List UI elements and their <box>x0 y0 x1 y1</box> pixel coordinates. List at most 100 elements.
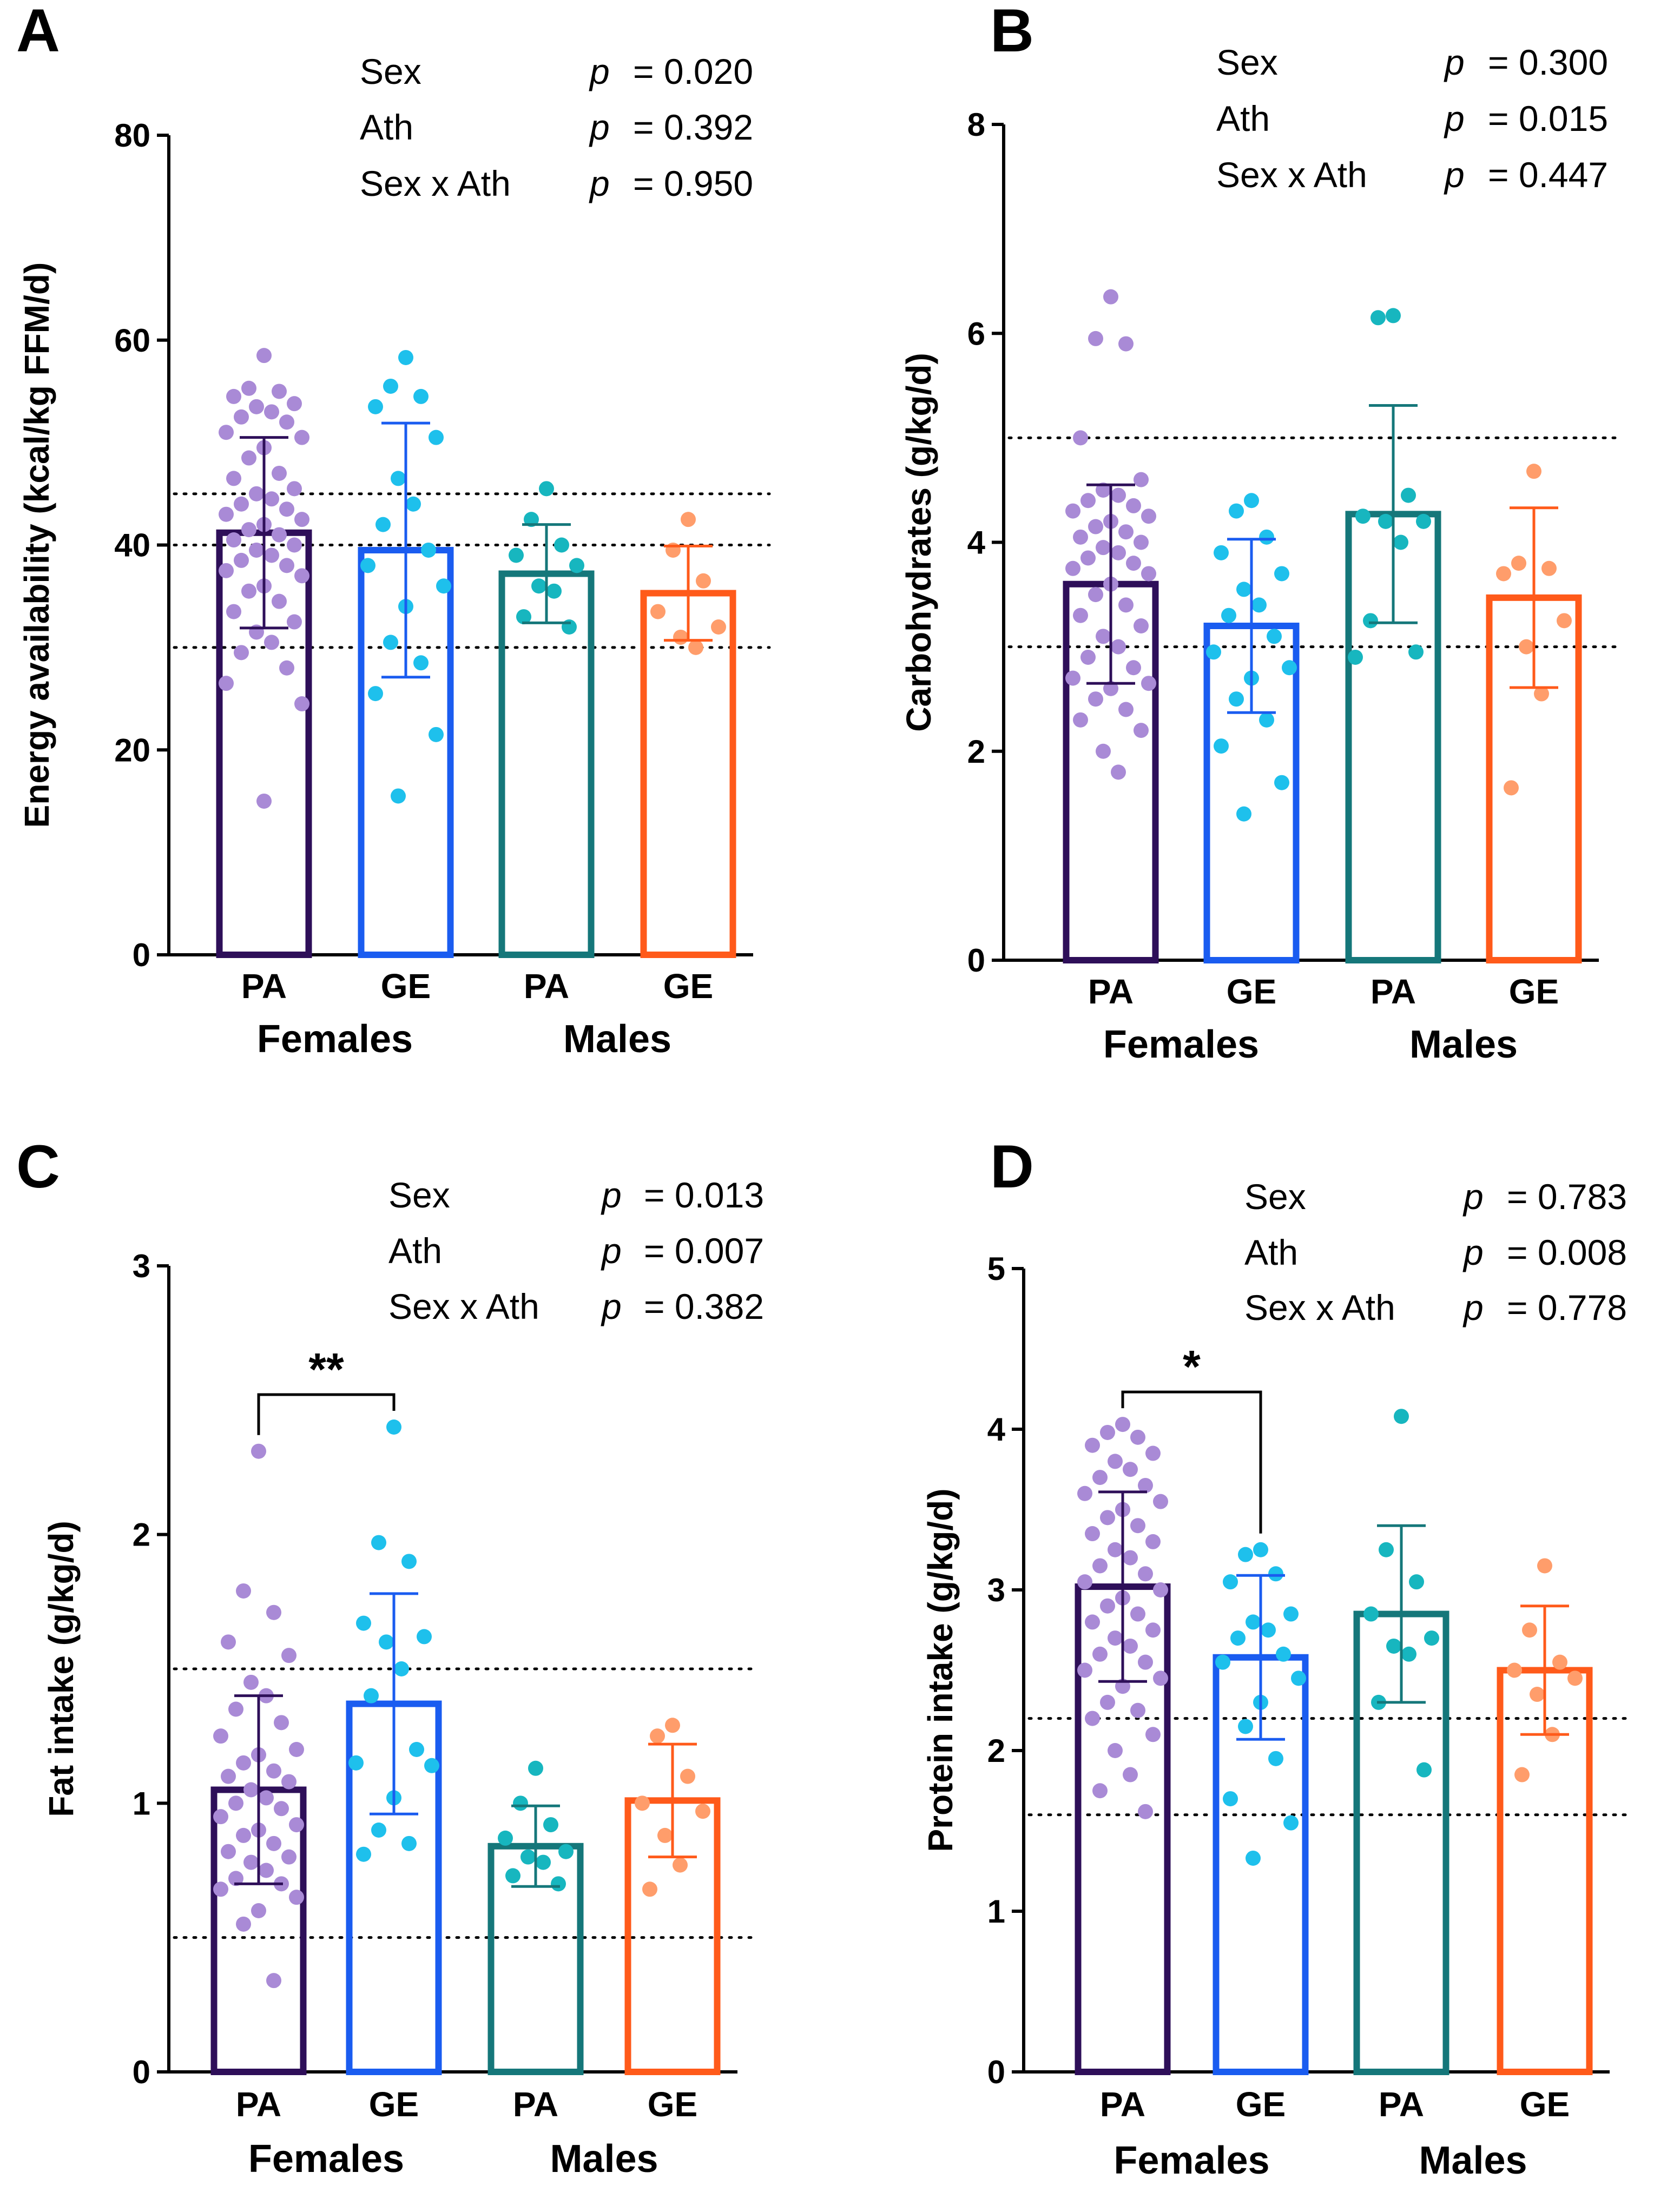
data-point <box>383 635 398 650</box>
data-point <box>1496 566 1511 582</box>
data-point <box>1100 1598 1115 1614</box>
data-point <box>274 1801 289 1817</box>
data-point <box>279 558 294 573</box>
group-label-males: Males <box>550 2137 658 2181</box>
panel-b: B Sex p = 0.300 Ath p = 0.015 Sex x Ath p = 0.447… <box>899 0 1617 1066</box>
panel-letter: D <box>990 1133 1034 1200</box>
data-point <box>234 645 249 661</box>
data-point <box>219 425 234 440</box>
data-point <box>1214 545 1229 560</box>
data-point <box>1111 639 1126 655</box>
y-axis-title: Carbohydrates (g/kg/d) <box>899 353 938 732</box>
data-point <box>498 1830 513 1846</box>
data-point <box>1085 1614 1100 1630</box>
data-point <box>1111 487 1126 503</box>
group-label-females: Females <box>257 1018 413 1061</box>
data-point <box>1088 587 1103 603</box>
data-point <box>236 1583 251 1599</box>
data-point <box>1088 519 1103 534</box>
data-point <box>266 1973 281 1989</box>
y-tick-label: 2 <box>967 734 985 770</box>
data-point <box>1507 1662 1522 1678</box>
y-tick-label: 5 <box>987 1251 1005 1287</box>
data-point <box>1103 681 1118 696</box>
data-point <box>213 1728 228 1744</box>
data-point <box>1379 1542 1394 1557</box>
data-point <box>1088 691 1103 707</box>
p-symbol: p <box>1462 1232 1484 1272</box>
data-point <box>1283 1815 1299 1831</box>
data-point <box>1077 1662 1092 1678</box>
data-point <box>287 481 302 497</box>
data-point <box>236 1755 251 1771</box>
data-point <box>1080 550 1096 566</box>
data-point <box>1092 1470 1108 1485</box>
data-point <box>1118 597 1134 613</box>
stat-label-ath: Ath <box>1216 98 1270 138</box>
x-category-label: PA <box>1371 972 1416 1011</box>
data-point <box>274 1715 289 1731</box>
y-tick-label: 0 <box>987 2054 1005 2090</box>
y-tick-label: 4 <box>987 1411 1006 1448</box>
data-point <box>1123 1638 1138 1654</box>
data-point <box>1259 712 1274 728</box>
group-label-males: Males <box>1419 2139 1527 2182</box>
data-point <box>1378 513 1393 529</box>
data-point <box>1363 613 1378 629</box>
data-point <box>1141 676 1156 691</box>
p-symbol: p <box>589 107 610 147</box>
x-category-label: GE <box>1227 972 1276 1011</box>
data-point <box>1118 702 1134 717</box>
data-point <box>259 1790 274 1806</box>
data-point <box>1537 1558 1552 1574</box>
y-tick-label: 20 <box>114 732 150 768</box>
data-point <box>1141 566 1156 582</box>
data-point <box>1096 540 1111 556</box>
data-point <box>279 414 294 430</box>
data-point <box>505 1868 520 1884</box>
data-point <box>364 1688 379 1703</box>
data-point <box>1065 670 1080 686</box>
data-point <box>1123 1550 1138 1566</box>
data-point <box>650 604 666 619</box>
data-point <box>1126 498 1141 513</box>
data-point <box>219 506 234 522</box>
data-point <box>213 1881 228 1897</box>
data-point <box>289 1817 304 1833</box>
data-point <box>1123 1767 1138 1782</box>
data-point <box>513 1795 528 1811</box>
data-point <box>424 1758 439 1773</box>
data-point <box>1130 1702 1145 1718</box>
y-tick-label: 3 <box>133 1248 150 1284</box>
data-point <box>1092 1783 1108 1799</box>
data-point <box>234 496 249 512</box>
data-point <box>635 1795 650 1811</box>
y-tick-label: 2 <box>133 1517 150 1553</box>
data-point <box>272 593 287 609</box>
data-point <box>287 537 302 553</box>
data-point <box>1092 1646 1108 1662</box>
stat-label-ath: Ath <box>1244 1232 1298 1272</box>
data-point <box>287 614 302 630</box>
data-point <box>1355 509 1371 524</box>
data-point <box>348 1755 364 1771</box>
data-point <box>1073 608 1088 623</box>
data-point <box>294 512 309 527</box>
data-point <box>1401 1646 1416 1662</box>
data-point <box>266 1835 281 1851</box>
data-point <box>256 348 272 364</box>
data-point <box>249 486 264 501</box>
data-point <box>272 527 287 543</box>
data-point <box>289 1890 304 1905</box>
data-point <box>1130 1606 1145 1622</box>
data-point <box>221 1768 236 1784</box>
data-point <box>1138 1654 1153 1670</box>
data-point <box>228 1795 243 1811</box>
data-point <box>1080 493 1096 509</box>
data-point <box>241 380 256 396</box>
data-point <box>1108 1743 1123 1758</box>
data-point <box>1514 1767 1530 1782</box>
y-tick-label: 60 <box>114 322 150 359</box>
data-point <box>251 1903 266 1918</box>
